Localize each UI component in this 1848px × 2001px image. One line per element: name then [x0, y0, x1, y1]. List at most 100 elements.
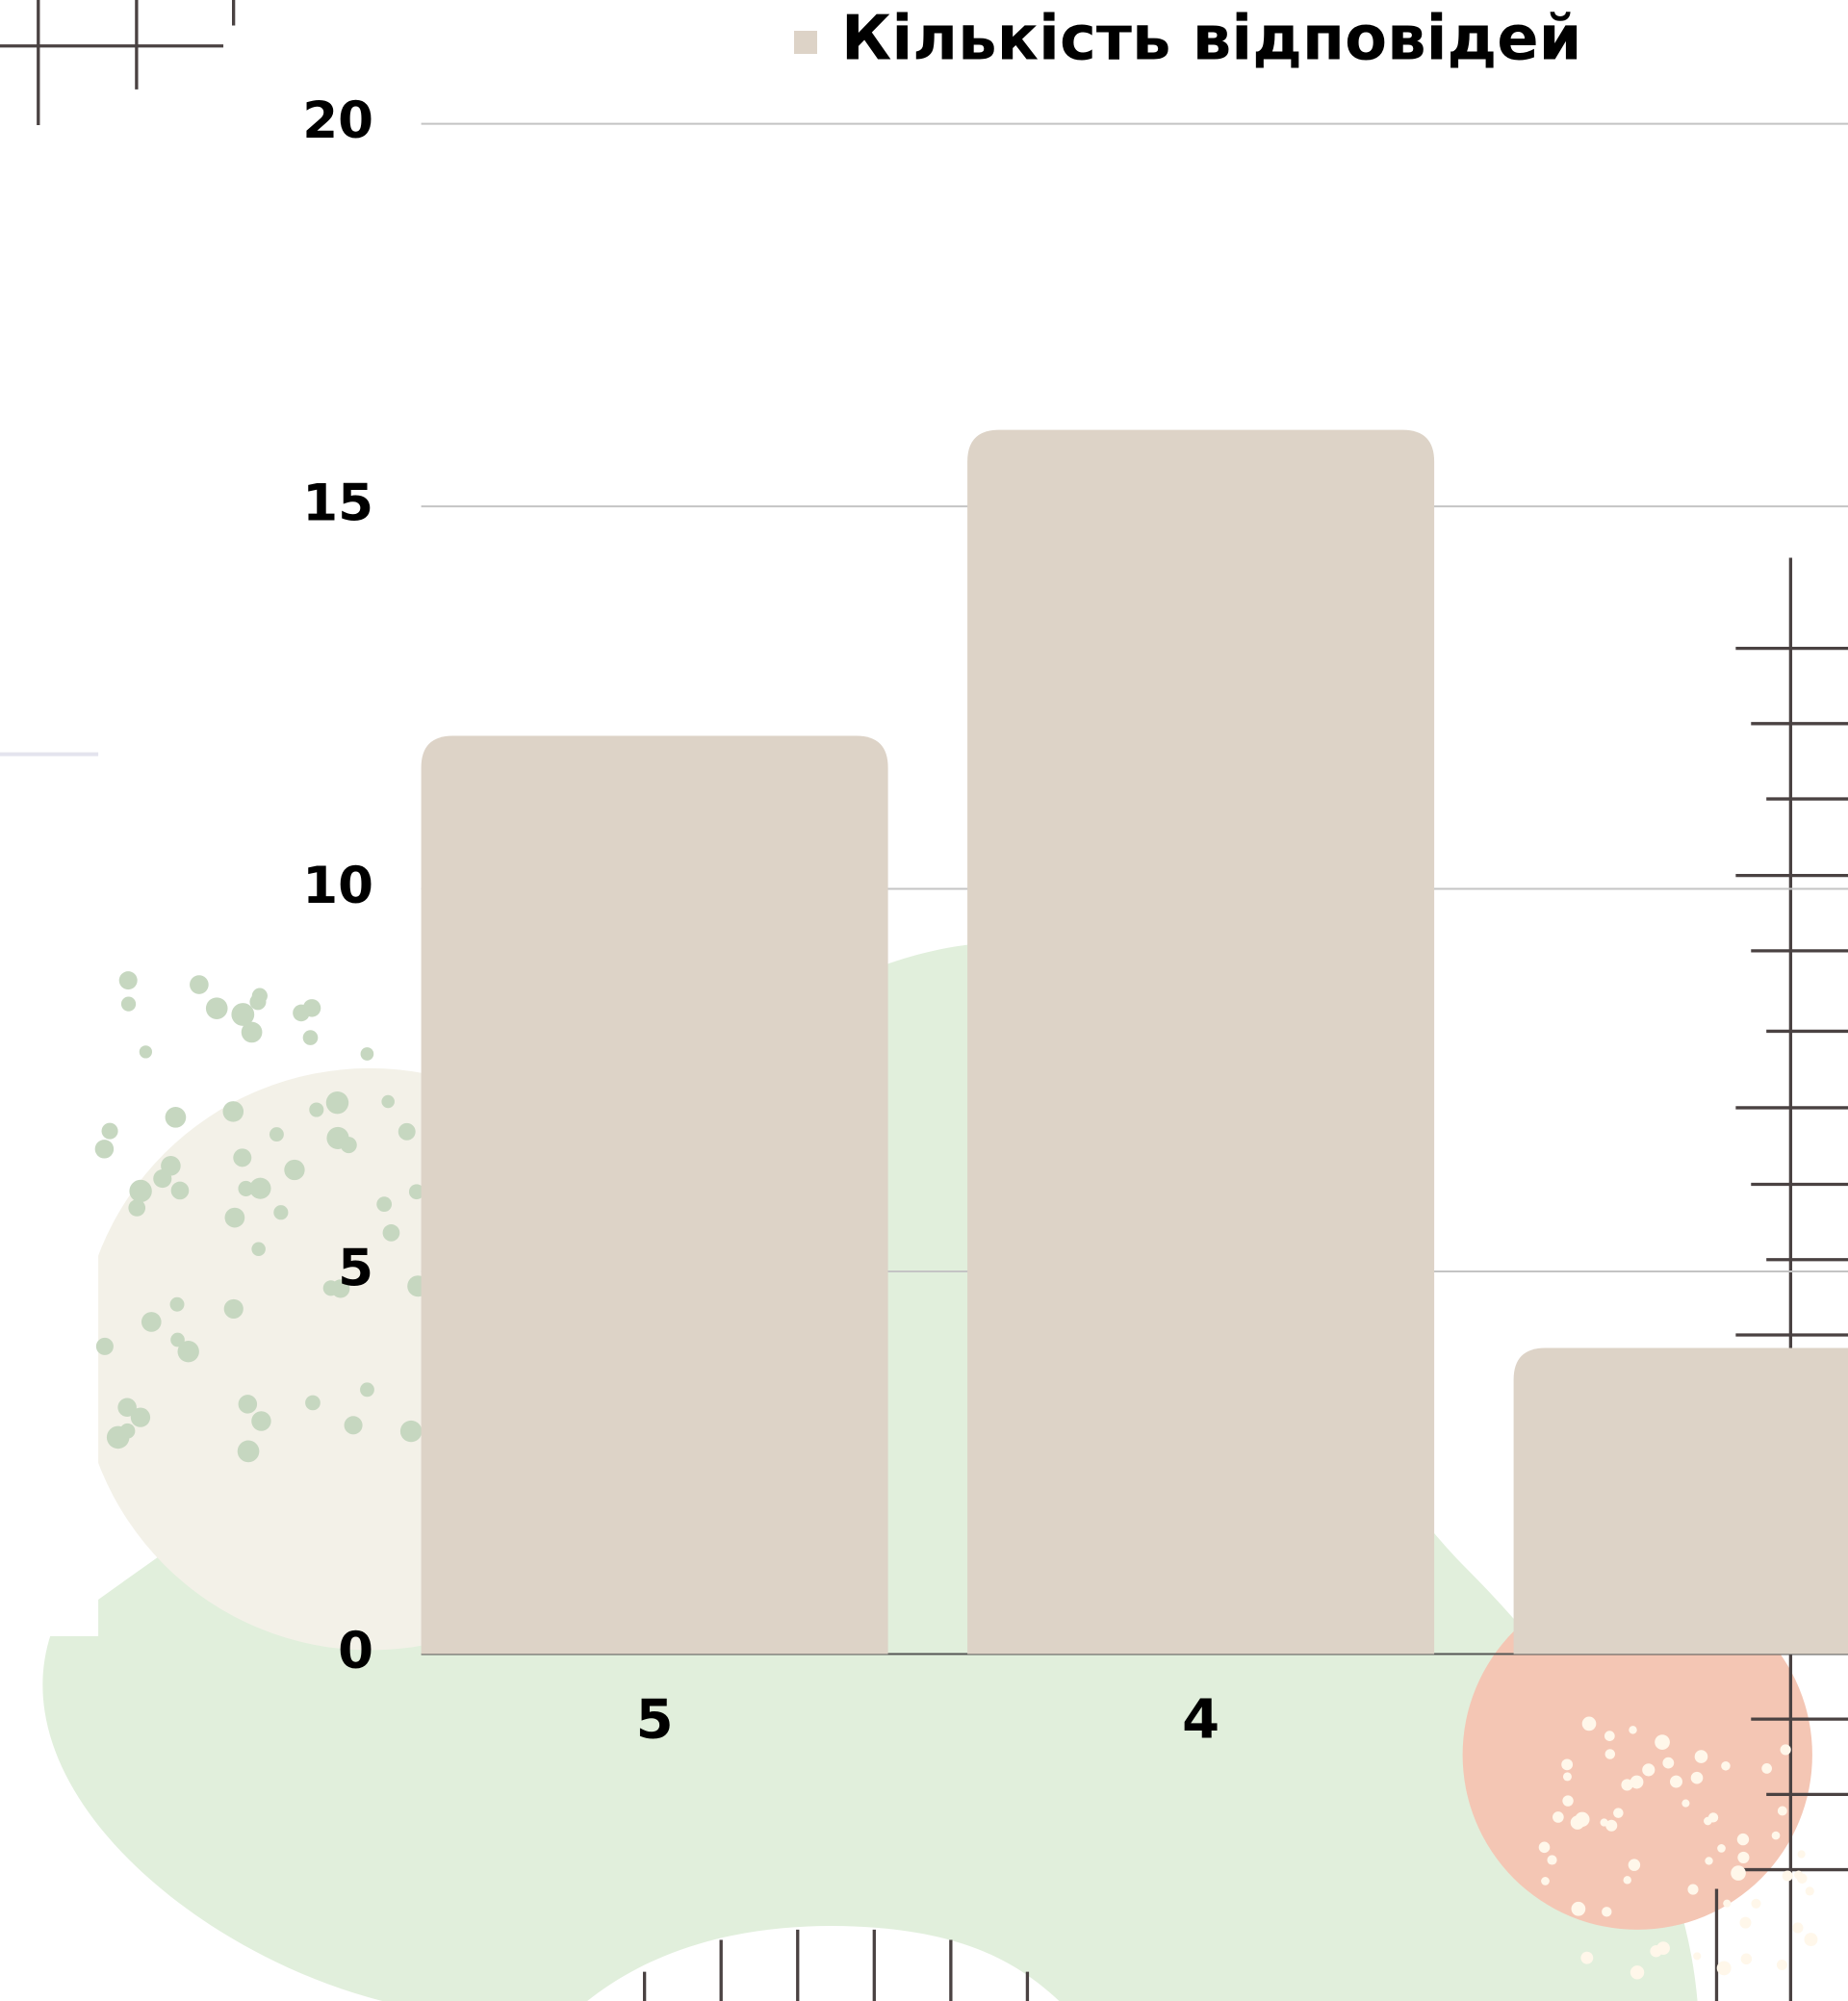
dot: [344, 1416, 363, 1435]
dot: [1623, 1876, 1631, 1885]
dot: [223, 1298, 244, 1319]
dot: [1604, 1731, 1615, 1741]
dot: [1575, 1811, 1590, 1827]
dot: [1547, 1855, 1557, 1865]
y-tick-label: 10: [302, 857, 373, 915]
dot: [1761, 1763, 1772, 1774]
dot: [117, 1398, 137, 1418]
dot: [1707, 1812, 1719, 1823]
dot: [238, 1180, 254, 1196]
dot: [1553, 1811, 1564, 1823]
dot: [251, 1411, 271, 1431]
dot: [1581, 1716, 1597, 1732]
dot: [1541, 1877, 1550, 1886]
dot: [1604, 1749, 1616, 1759]
dot: [381, 1094, 395, 1109]
dot: [1561, 1758, 1574, 1771]
dot: [1621, 1779, 1633, 1791]
dot: [360, 1047, 374, 1061]
dot: [169, 1296, 185, 1312]
legend-label: Кількість відповідей: [841, 4, 1581, 75]
dot: [165, 1107, 187, 1128]
dot: [1562, 1772, 1572, 1782]
dot: [1705, 1857, 1713, 1865]
dot: [1613, 1808, 1624, 1818]
dot: [1562, 1795, 1574, 1807]
x-tick-label: 4: [1182, 1689, 1219, 1752]
white-panel: [0, 753, 99, 1636]
dot: [129, 1179, 152, 1203]
dot: [360, 1382, 374, 1398]
dot: [1716, 1961, 1732, 1976]
dot: [1670, 1775, 1682, 1788]
dot: [120, 996, 137, 1012]
dot: [118, 971, 138, 990]
dot: [309, 1102, 324, 1117]
dot: [1694, 1750, 1708, 1763]
dot: [1693, 1952, 1702, 1961]
dot: [293, 1004, 310, 1022]
dot: [233, 1148, 252, 1167]
dot: [1731, 1865, 1746, 1881]
dot: [170, 1181, 190, 1200]
dot: [251, 1242, 266, 1257]
dot: [1723, 1899, 1732, 1908]
dot: [224, 1207, 245, 1228]
dot: [1602, 1907, 1612, 1917]
dot: [130, 1407, 151, 1427]
dot: [1797, 1850, 1806, 1859]
dot: [161, 1156, 181, 1176]
dot: [305, 1395, 321, 1411]
dot: [222, 1101, 244, 1122]
dot: [1805, 1886, 1814, 1896]
pink-circle: [1462, 1579, 1812, 1930]
dot: [376, 1196, 393, 1213]
dot: [1629, 1726, 1637, 1734]
dot: [141, 1312, 162, 1332]
dot: [1650, 1944, 1662, 1958]
dot: [1771, 1831, 1781, 1840]
dot: [101, 1122, 118, 1140]
dot: [241, 1021, 263, 1043]
dot: [269, 1127, 284, 1142]
dot: [1571, 1901, 1586, 1916]
bar: [421, 735, 888, 1655]
x-tick-label: 5: [636, 1689, 674, 1752]
dot: [1662, 1757, 1675, 1769]
dot: [94, 1140, 115, 1159]
dot: [1740, 1953, 1753, 1965]
dot: [1630, 1775, 1644, 1789]
dot: [1777, 1806, 1787, 1816]
dot: [1804, 1933, 1818, 1947]
y-tick-label: 15: [302, 475, 373, 533]
dot: [177, 1341, 199, 1363]
dot: [205, 997, 228, 1019]
dot: [1628, 1859, 1641, 1871]
y-tick-label: 5: [338, 1240, 373, 1298]
dot: [1736, 1833, 1750, 1846]
dot: [128, 1199, 146, 1217]
dot: [1687, 1884, 1699, 1895]
y-tick-label: 20: [302, 91, 373, 150]
white-hill: [587, 1926, 1060, 2001]
dot: [1630, 1965, 1645, 1980]
dot: [1605, 1819, 1618, 1832]
dot: [249, 1177, 271, 1199]
dot: [322, 1280, 339, 1296]
dot: [1739, 1916, 1752, 1929]
dot: [1580, 1951, 1594, 1964]
dot: [1538, 1841, 1551, 1854]
dot: [231, 1003, 255, 1026]
dot: [1776, 1960, 1787, 1971]
dot: [1681, 1799, 1690, 1808]
dot: [190, 975, 209, 994]
dot: [399, 1420, 423, 1443]
dots: [94, 971, 429, 1463]
dot: [408, 1184, 424, 1200]
dot: [170, 1332, 185, 1347]
dot: [1655, 1734, 1670, 1750]
dot: [1717, 1844, 1726, 1853]
